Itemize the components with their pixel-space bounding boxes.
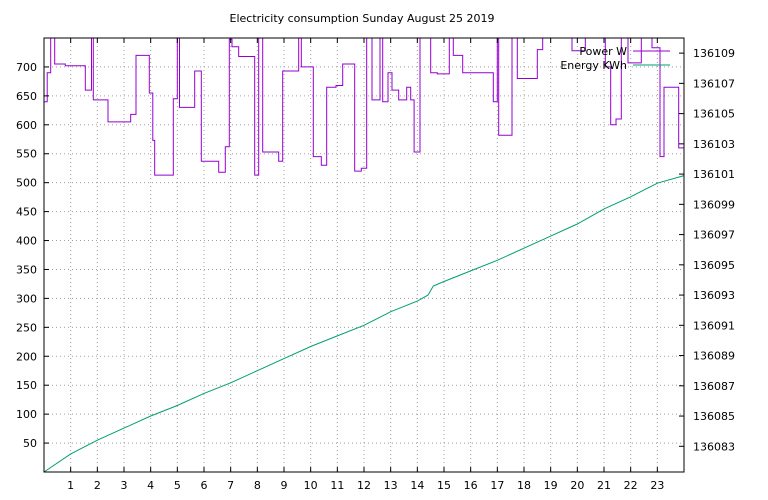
series-line-1 [43, 175, 685, 473]
y-tick-label: 200 [16, 350, 37, 363]
y2-tick-label: 136109 [693, 47, 735, 60]
y2-tick-label: 136093 [693, 289, 735, 302]
y-tick-label: 250 [16, 321, 37, 334]
x-tick-label: 12 [357, 479, 371, 492]
x-tick-label: 1 [67, 479, 74, 492]
legend-label-1: Energy KWh [560, 59, 627, 72]
y-tick-label: 650 [16, 90, 37, 103]
chart-title: Electricity consumption Sunday August 25… [230, 12, 495, 25]
y-tick-label: 100 [16, 408, 37, 421]
x-tick-label: 2 [94, 479, 101, 492]
x-tick-label: 19 [544, 479, 558, 492]
x-tick-label: 15 [437, 479, 451, 492]
y2-tick-label: 136105 [693, 108, 735, 121]
y2-tick-label: 136089 [693, 350, 735, 363]
y2-tick-label: 136099 [693, 198, 735, 211]
y-tick-label: 600 [16, 119, 37, 132]
y-tick-label: 450 [16, 206, 37, 219]
x-tick-label: 23 [650, 479, 664, 492]
x-tick-label: 20 [570, 479, 584, 492]
y2-tick-label: 136085 [693, 410, 735, 423]
y-tick-label: 300 [16, 292, 37, 305]
y2-tick-label: 136107 [693, 77, 735, 90]
y-tick-label: 700 [16, 61, 37, 74]
x-tick-label: 18 [517, 479, 531, 492]
x-tick-label: 22 [624, 479, 638, 492]
x-tick-label: 6 [201, 479, 208, 492]
x-tick-label: 13 [384, 479, 398, 492]
y-tick-label: 550 [16, 148, 37, 161]
legend-label-0: Power W [579, 45, 627, 58]
y2-tick-label: 136103 [693, 138, 735, 151]
y-tick-label: 500 [16, 177, 37, 190]
y2-tick-label: 136087 [693, 380, 735, 393]
x-tick-label: 21 [597, 479, 611, 492]
x-tick-label: 3 [121, 479, 128, 492]
y2-tick-label: 136101 [693, 168, 735, 181]
x-tick-label: 5 [174, 479, 181, 492]
y2-tick-label: 136095 [693, 259, 735, 272]
x-tick-label: 8 [254, 479, 261, 492]
x-tick-label: 7 [227, 479, 234, 492]
y-tick-label: 150 [16, 379, 37, 392]
x-tick-label: 11 [330, 479, 344, 492]
x-tick-label: 17 [490, 479, 504, 492]
x-tick-label: 14 [410, 479, 424, 492]
grid [44, 38, 684, 472]
y-tick-label: 50 [23, 437, 37, 450]
axes: 1 2 3 4 5 6 7 8 9 10 11 12 13 14 15 16 17 18 19 20 21 22 23501… [16, 38, 735, 492]
x-tick-label: 16 [464, 479, 478, 492]
x-tick-label: 9 [281, 479, 288, 492]
y2-tick-label: 136083 [693, 440, 735, 453]
x-tick-label: 4 [147, 479, 154, 492]
y-tick-label: 350 [16, 263, 37, 276]
y2-tick-label: 136097 [693, 229, 735, 242]
y-tick-label: 400 [16, 235, 37, 248]
y2-tick-label: 136091 [693, 319, 735, 332]
x-tick-label: 10 [304, 479, 318, 492]
